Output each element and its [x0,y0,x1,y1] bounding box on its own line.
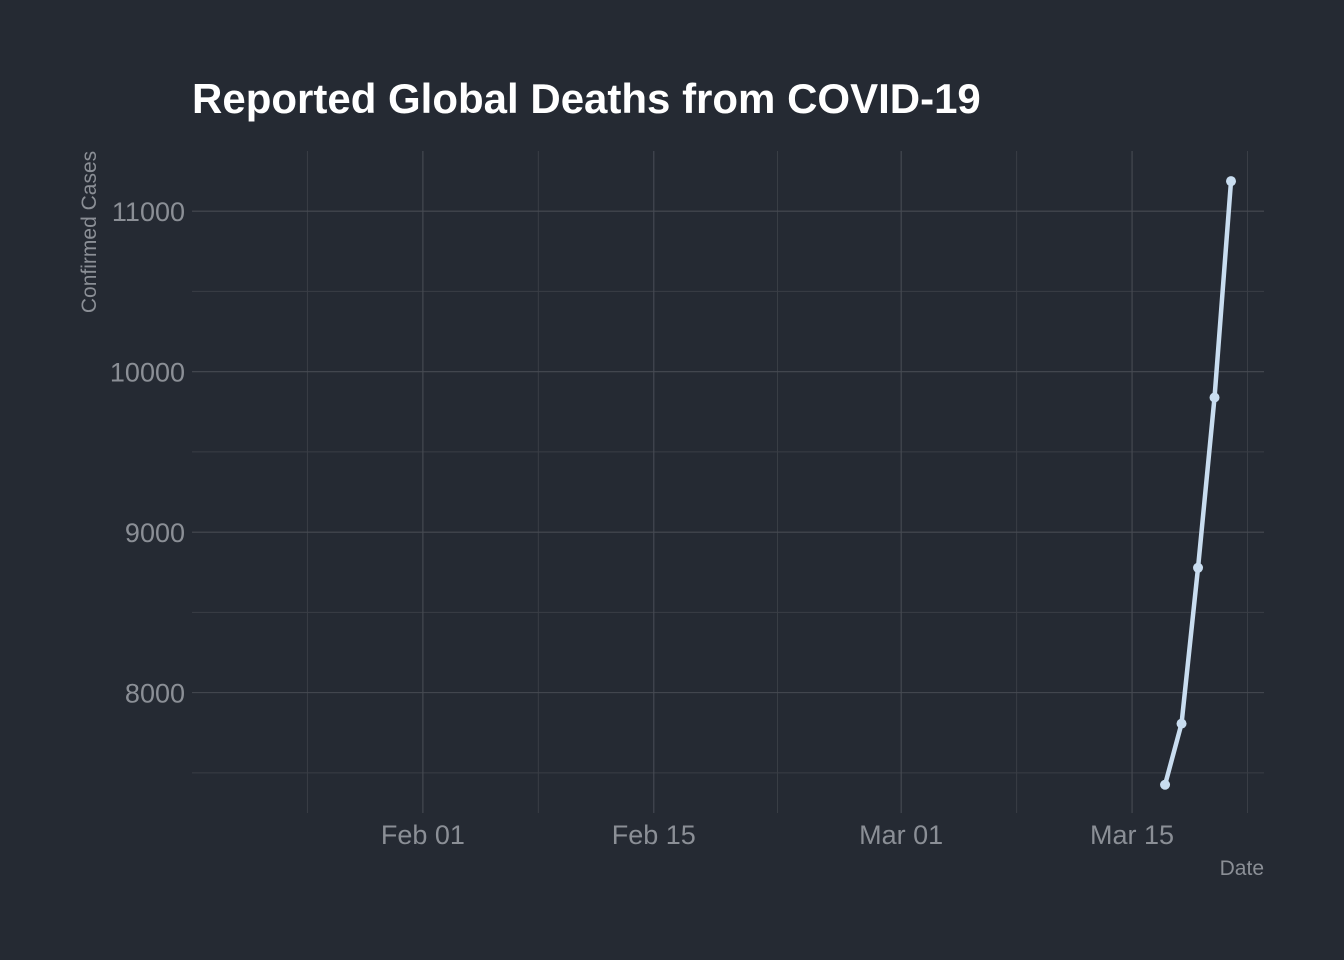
data-point [1160,779,1171,790]
grid [192,151,1264,813]
series-layer [1160,176,1237,790]
x-tick-label: Feb 15 [612,820,696,850]
data-point [1226,176,1237,187]
data-point [1176,718,1187,729]
x-tick-label: Mar 15 [1090,820,1174,850]
chart-title: Reported Global Deaths from COVID-19 [192,75,981,122]
x-tick-label: Mar 01 [859,820,943,850]
data-point [1209,392,1220,403]
x-axis-title: Date [1220,857,1264,880]
x-tick-label: Feb 01 [381,820,465,850]
y-axis-title: Confirmed Cases [78,151,101,313]
y-tick-label: 8000 [125,679,185,709]
data-point [1193,562,1204,573]
y-tick-label: 11000 [112,197,185,227]
labels: Reported Global Deaths from COVID-19 Dat… [78,75,1264,880]
y-tick-label: 9000 [125,518,185,548]
series-line [1162,178,1234,788]
y-tick-label: 10000 [110,358,185,388]
